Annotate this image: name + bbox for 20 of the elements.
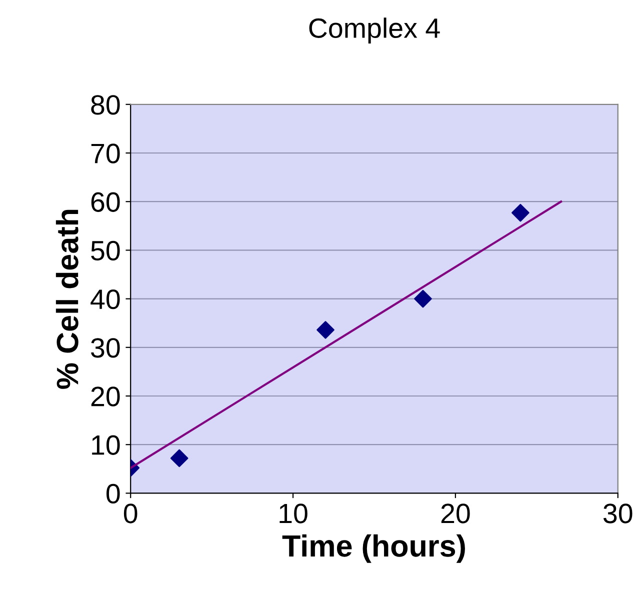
y-tick-label: 40 [90,289,120,310]
y-tick-label: 60 [91,192,120,212]
point [414,290,432,308]
y-tick-label: 30 [91,338,120,358]
x-tick-label: 10 [280,504,308,524]
x-axis-title: Time (hours) [282,534,465,563]
point [170,449,188,468]
x-tick-label: 0 [124,504,138,524]
y-tick-label: 20 [91,386,120,406]
y-tick-label: 10 [92,435,120,455]
chart-title: Complex 4 [309,18,440,44]
y-tick-label: 80 [91,95,120,115]
y-tick-label: 50 [91,240,120,261]
y-axis-title: % Cell death [56,210,78,389]
x-tick-label: 20 [441,504,470,524]
x-tick-label: 30 [604,504,632,524]
point [316,320,334,339]
y-tick-label: 70 [91,144,120,164]
y-tick-label: 0 [106,484,120,504]
point [512,204,530,222]
